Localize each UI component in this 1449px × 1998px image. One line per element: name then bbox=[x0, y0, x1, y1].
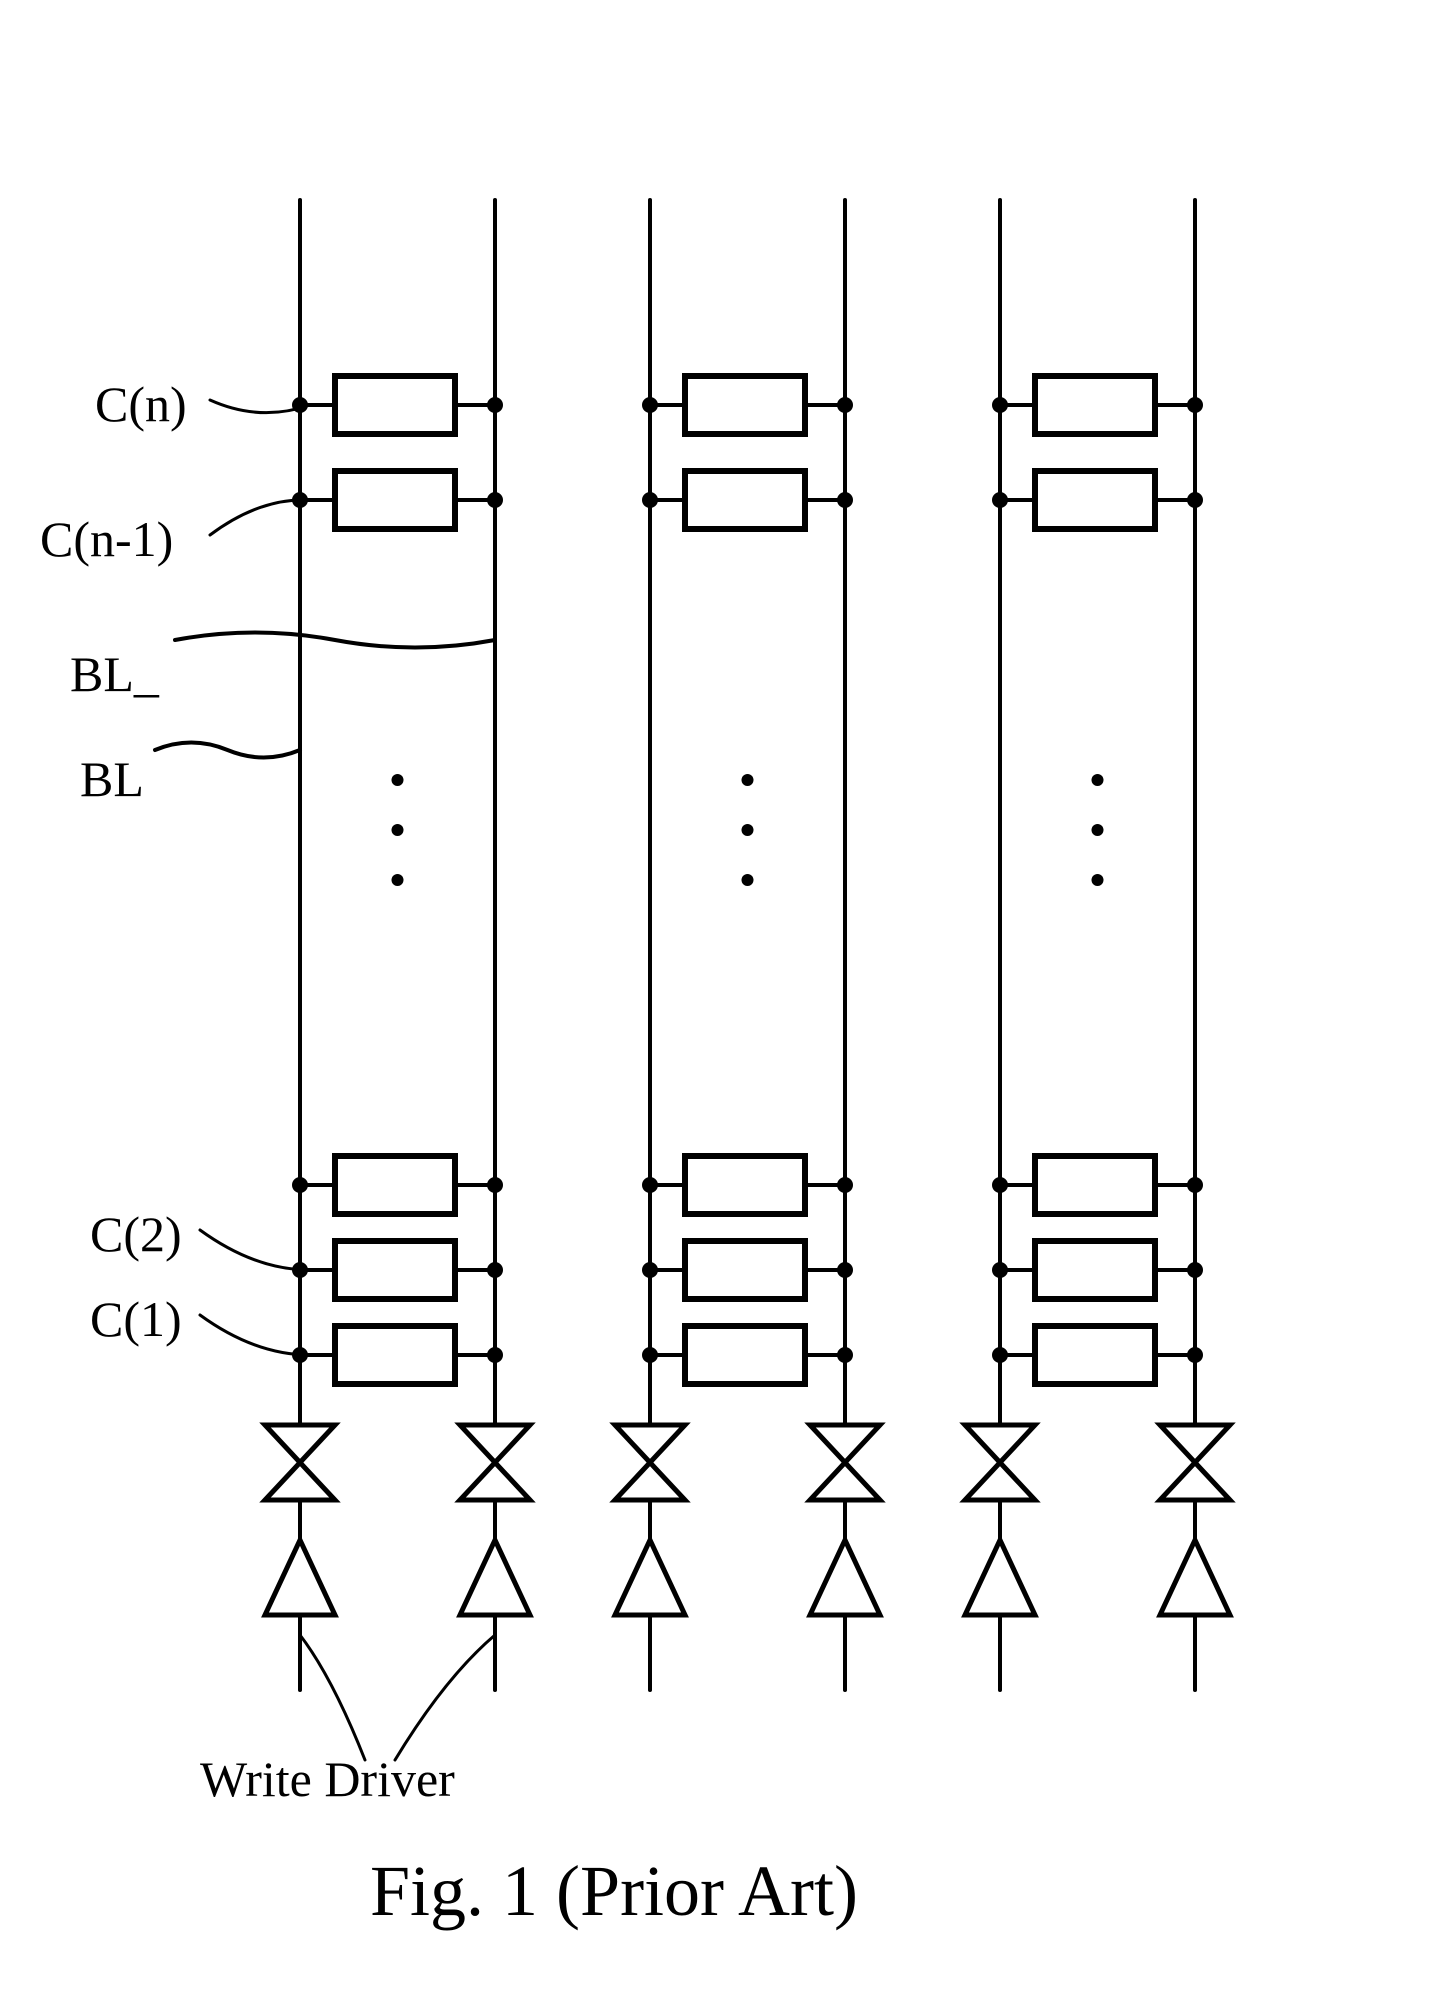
label-c-n: C(n) bbox=[95, 375, 187, 433]
label-bl-bar: BL_ bbox=[70, 645, 159, 703]
label-c-n-minus-1: C(n-1) bbox=[40, 510, 173, 568]
circuit-diagram bbox=[0, 0, 1449, 1998]
label-write-driver: Write Driver bbox=[200, 1750, 455, 1808]
page: C(n) C(n-1) BL_ BL C(2) C(1) Write Drive… bbox=[0, 0, 1449, 1998]
figure-caption: Fig. 1 (Prior Art) bbox=[370, 1850, 858, 1933]
label-c-1: C(1) bbox=[90, 1290, 182, 1348]
label-c-2: C(2) bbox=[90, 1205, 182, 1263]
label-bl: BL bbox=[80, 750, 144, 808]
